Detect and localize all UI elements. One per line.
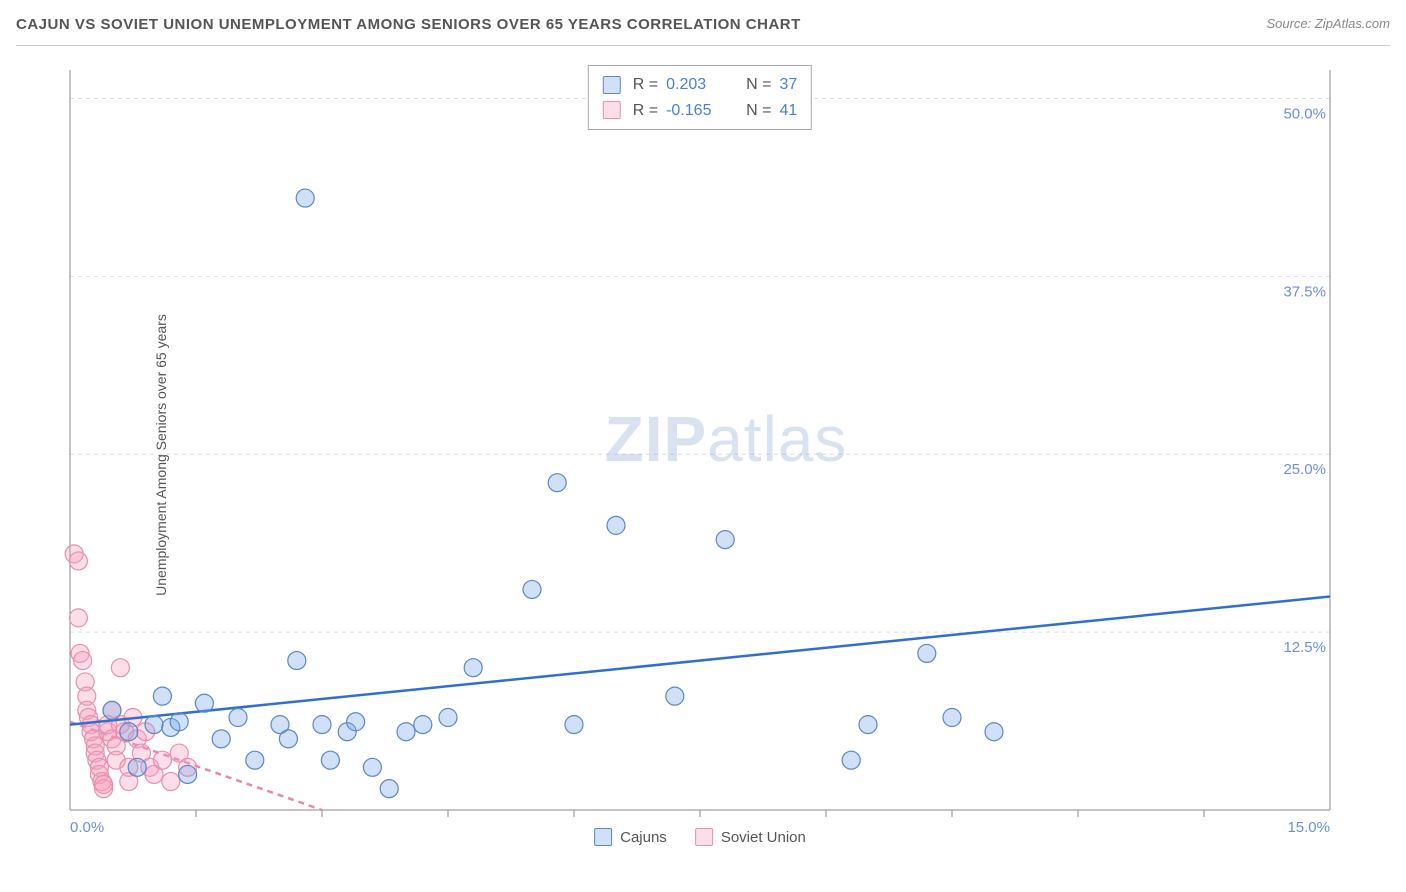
svg-text:25.0%: 25.0%: [1283, 461, 1326, 478]
legend-row-soviet: R = -0.165 N = 41: [603, 98, 797, 124]
legend-item-soviet: Soviet Union: [695, 828, 806, 846]
legend-swatch-soviet-icon: [695, 828, 713, 846]
chart-source: Source: ZipAtlas.com: [1266, 16, 1390, 31]
n-label: N =: [746, 98, 771, 124]
n-value-cajuns: 37: [779, 72, 797, 98]
legend-swatch-cajuns: [603, 76, 621, 94]
chart-title: CAJUN VS SOVIET UNION UNEMPLOYMENT AMONG…: [16, 16, 801, 33]
n-value-soviet: 41: [779, 98, 797, 124]
svg-text:37.5%: 37.5%: [1283, 283, 1326, 300]
svg-text:50.0%: 50.0%: [1283, 105, 1326, 122]
r-label: R =: [633, 98, 658, 124]
chart-area: Unemployment Among Seniors over 65 years…: [50, 60, 1350, 850]
r-value-cajuns: 0.203: [666, 72, 726, 98]
legend-row-cajuns: R = 0.203 N = 37: [603, 72, 797, 98]
source-name: ZipAtlas.com: [1315, 16, 1390, 31]
legend-item-cajuns: Cajuns: [594, 828, 667, 846]
r-label: R =: [633, 72, 658, 98]
legend-label-soviet: Soviet Union: [721, 829, 806, 846]
correlation-legend: R = 0.203 N = 37 R = -0.165 N = 41: [588, 65, 812, 130]
n-label: N =: [746, 72, 771, 98]
r-value-soviet: -0.165: [666, 98, 726, 124]
svg-text:12.5%: 12.5%: [1283, 639, 1326, 656]
legend-swatch-soviet: [603, 101, 621, 119]
svg-text:15.0%: 15.0%: [1287, 819, 1330, 836]
legend-swatch-cajuns-icon: [594, 828, 612, 846]
source-label: Source:: [1266, 16, 1314, 31]
scatter-plot: 12.5% 25.0% 37.5% 50.0% 0.0% 15.0%: [50, 60, 1350, 850]
series-legend: Cajuns Soviet Union: [594, 828, 806, 846]
chart-header: CAJUN VS SOVIET UNION UNEMPLOYMENT AMONG…: [16, 16, 1390, 46]
legend-label-cajuns: Cajuns: [620, 829, 667, 846]
svg-text:0.0%: 0.0%: [70, 819, 104, 836]
